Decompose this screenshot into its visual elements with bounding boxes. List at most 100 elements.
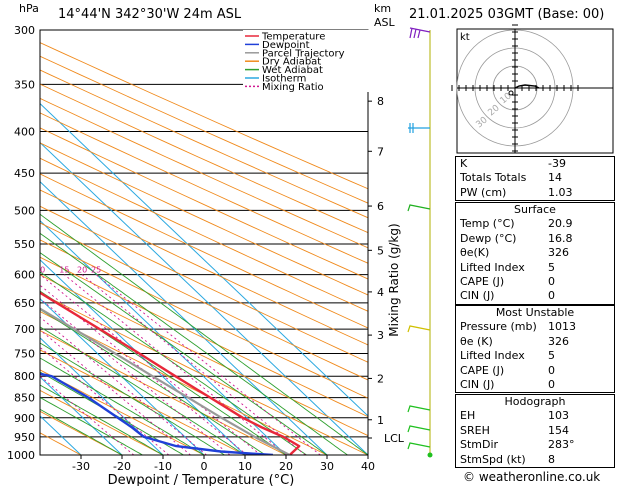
- x-tick-label: -10: [154, 460, 172, 473]
- most-unstable-label: θe (K): [460, 334, 493, 348]
- indices-table: K -39 Totals Totals 14 PW (cm) 1.03: [455, 156, 615, 202]
- mixing-ratio-line: [40, 298, 231, 455]
- most-unstable-row: Lifted Index 5: [456, 349, 614, 363]
- pressure-tick-label: 1000: [7, 449, 35, 462]
- surface-value: 0: [548, 289, 555, 303]
- wind-barbs: [407, 27, 433, 458]
- pressure-tick-label: 450: [14, 167, 35, 180]
- wet-adiabat-line: [40, 326, 246, 455]
- dry-adiabat-line: [40, 256, 368, 418]
- dry-adiabat-line: [40, 69, 368, 219]
- surface-value: 5: [548, 260, 555, 274]
- wind-surface-dot: [427, 452, 433, 458]
- surface-label: θe(K): [460, 246, 490, 260]
- pressure-tick-label: 500: [14, 204, 35, 217]
- pressure-tick-label: 750: [14, 347, 35, 360]
- most-unstable-value: 326: [548, 334, 569, 348]
- series-parcel-trajectory: [40, 307, 291, 455]
- km-tick-label: 2: [377, 372, 384, 385]
- most-unstable-label: Pressure (mb): [460, 320, 537, 334]
- most-unstable-table: Most Unstable Pressure (mb) 1013 θe (K) 326…: [455, 305, 615, 394]
- surface-value: 16.8: [548, 231, 573, 245]
- surface-label: Dewp (°C): [460, 231, 517, 245]
- pressure-tick-label: 600: [14, 269, 35, 282]
- isotherm-line: [40, 298, 205, 455]
- wet-adiabat-line: [40, 396, 143, 455]
- most-unstable-value: 5: [548, 349, 555, 363]
- most-unstable-title: Most Unstable: [495, 306, 575, 319]
- dry-adiabat-line: [40, 97, 368, 249]
- most-unstable-row: Pressure (mb) 1013: [456, 320, 614, 334]
- km-tick-label: LCL: [384, 432, 405, 445]
- wet-adiabat-line: [40, 308, 266, 455]
- index-label: PW (cm): [460, 185, 507, 199]
- hodograph-stat-label: EH: [460, 409, 476, 423]
- dry-adiabat-line: [40, 205, 368, 363]
- dry-adiabat-line: [40, 142, 368, 296]
- legend-entry: Dry Adiabat: [262, 57, 321, 68]
- x-tick-label: 10: [238, 460, 252, 473]
- index-label: K: [460, 157, 468, 170]
- wet-adiabat-line: [40, 384, 164, 455]
- storm-motion-marker: [508, 90, 514, 96]
- pressure-tick-label: 650: [14, 297, 35, 310]
- wet-adiabat-line: [40, 252, 328, 455]
- dry-adiabat-line: [40, 349, 246, 455]
- dry-adiabat-line: [40, 127, 368, 280]
- surface-row: CAPE (J) 0: [456, 275, 614, 289]
- isotherm-line: [40, 141, 368, 455]
- legend-entry: Dewpoint: [262, 40, 310, 51]
- isotherm-line: [40, 259, 246, 455]
- dry-adiabat-line: [40, 222, 368, 381]
- hodograph-unit-label: kt: [460, 32, 470, 43]
- surface-value: 0: [548, 274, 555, 288]
- isotherm-line: [40, 337, 164, 455]
- wet-adiabat-line: [40, 271, 307, 455]
- dry-adiabat-line: [40, 42, 368, 190]
- most-unstable-row: CAPE (J) 0: [456, 364, 614, 378]
- hodograph-frame: [456, 28, 614, 154]
- legend-entry: Temperature: [261, 32, 325, 43]
- x-tick-label: -20: [113, 460, 131, 473]
- pressure-tick-label: 300: [14, 24, 35, 37]
- mixing-ratio-line: [95, 274, 321, 455]
- plot-frame: [39, 29, 369, 456]
- x-tick-label: 0: [201, 460, 208, 473]
- index-value: 14: [548, 171, 562, 185]
- surface-label: CIN (J): [460, 289, 495, 303]
- hodograph-stat-row: SREH 154: [456, 424, 614, 438]
- surface-row: Lifted Index 5: [456, 261, 614, 275]
- surface-label: Lifted Index: [460, 260, 525, 274]
- index-label: Totals Totals: [460, 171, 527, 185]
- wind-barb: [408, 123, 430, 133]
- most-unstable-row: θe (K) 326: [456, 335, 614, 349]
- pressure-tick-label: 900: [14, 412, 35, 425]
- pressure-tick-label: 700: [14, 323, 35, 336]
- hodograph-stat-label: StmDir: [460, 438, 499, 452]
- hodograph-stat-value: 283°: [548, 438, 575, 452]
- wind-barb: [407, 405, 431, 413]
- mixing-ratio-line: [81, 274, 306, 455]
- surface-title: Surface: [514, 203, 556, 216]
- surface-label: Temp (°C): [460, 217, 515, 231]
- dry-adiabat-line: [40, 311, 328, 455]
- legend-entry: Wet Adiabat: [262, 65, 323, 76]
- asl-label: ASL: [374, 16, 395, 29]
- series-temperature: [40, 291, 301, 455]
- wind-barb: [407, 204, 431, 212]
- index-row: K -39: [456, 157, 614, 171]
- y-axis-label: Mixing Ratio (g/kg): [387, 223, 401, 336]
- km-label: km: [374, 2, 392, 15]
- x-tick-label: 20: [279, 460, 293, 473]
- wet-adiabat-line: [40, 408, 123, 455]
- pressure-tick-label: 550: [14, 238, 35, 251]
- isotherm-line: [40, 220, 287, 455]
- most-unstable-value: 0: [548, 363, 555, 377]
- isotherm-line: [40, 180, 328, 455]
- km-tick-label: 1: [377, 414, 384, 427]
- km-tick-label: 8: [377, 95, 384, 108]
- x-tick-label: 30: [320, 460, 334, 473]
- index-value: 1.03: [548, 185, 573, 199]
